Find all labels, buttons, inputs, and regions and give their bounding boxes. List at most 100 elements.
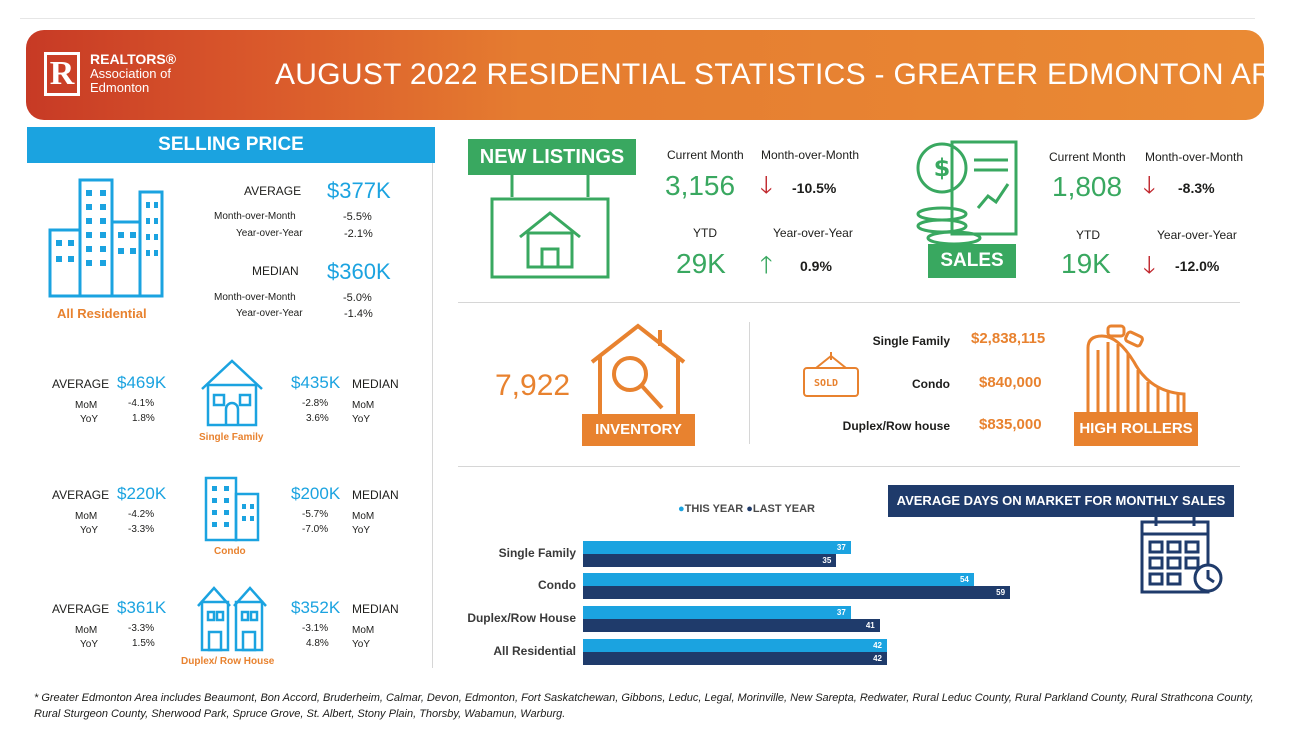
sales-yoy-value: -12.0% — [1175, 258, 1220, 274]
bar-last-year — [583, 586, 1011, 599]
nl-mom-value: -10.5% — [792, 180, 837, 196]
top-rule — [20, 18, 1255, 19]
logo-line2: Association of — [90, 66, 171, 81]
sf-yoy-label: YoY — [80, 414, 98, 425]
hr-price-duplex: $835,000 — [979, 416, 1042, 433]
condo-yoy-label: YoY — [80, 525, 98, 536]
nl-yoy-label: Year-over-Year — [773, 226, 853, 240]
buildings-icon — [48, 178, 164, 298]
condo-avg-yoy: -3.3% — [128, 524, 155, 535]
legend-this-year: THIS YEAR — [684, 503, 744, 515]
sf-med-label: MEDIAN — [352, 377, 399, 391]
bar-last-year — [583, 619, 880, 632]
bar-value-label: 59 — [996, 588, 1006, 597]
logo-line3: Edmonton — [90, 80, 150, 95]
med-mom-value: -5.0% — [343, 292, 372, 304]
average-value: $377K — [327, 178, 391, 203]
category-label: Condo — [538, 578, 576, 592]
duplex-mom-label: MoM — [75, 625, 98, 636]
logo-brand: REALTORS® — [90, 51, 177, 67]
inventory-value: 7,922 — [495, 369, 571, 402]
sales-mom-label: Month-over-Month — [1145, 150, 1244, 164]
nl-mom-label: Month-over-Month — [761, 148, 860, 162]
bar-value-label: 35 — [822, 556, 832, 565]
sales-ytd-label: YTD — [1076, 228, 1100, 242]
duplex-med-mom-label: MoM — [352, 625, 375, 636]
listing-sign-icon — [490, 175, 610, 279]
logo-text: REALTORS® Association of Edmonton — [90, 52, 176, 95]
vertical-divider — [749, 322, 750, 444]
bar-last-year — [583, 652, 888, 665]
money-document-icon: $ — [916, 140, 1018, 246]
sf-mom-label: MoM — [75, 400, 98, 411]
sf-med-mom: -2.8% — [302, 398, 329, 409]
sales-mom-value: -8.3% — [1178, 180, 1215, 196]
sf-type-label: Single Family — [199, 432, 264, 443]
inventory-label: INVENTORY — [582, 414, 695, 446]
avg-yoy-label: Year-over-Year — [236, 228, 303, 239]
sales-ytd-value: 19K — [1061, 248, 1111, 279]
condo-type-label: Condo — [214, 546, 246, 557]
sf-avg-label: AVERAGE — [52, 377, 110, 391]
med-mom-label: Month-over-Month — [214, 292, 296, 303]
sf-med-yoy: 3.6% — [306, 413, 329, 424]
avg-mom-value: -5.5% — [343, 211, 372, 223]
duplex-med-label: MEDIAN — [352, 602, 399, 616]
duplex-avg-value: $361K — [117, 598, 167, 617]
duplex-med-value: $352K — [291, 598, 341, 617]
sales-banner: SALES — [928, 244, 1016, 278]
house-search-icon — [590, 323, 686, 420]
hr-type-condo: Condo — [912, 377, 950, 391]
hr-type-duplex: Duplex/Row house — [842, 419, 950, 433]
condo-building-icon — [204, 476, 260, 542]
sf-avg-mom: -4.1% — [128, 398, 155, 409]
median-value: $360K — [327, 259, 391, 284]
condo-avg-mom: -4.2% — [128, 509, 155, 520]
category-label: Single Family — [498, 546, 576, 560]
sf-med-value: $435K — [291, 373, 341, 392]
duplex-med-mom: -3.1% — [302, 623, 329, 634]
footnote: * Greater Edmonton Area includes Beaumon… — [34, 692, 1254, 720]
sales-current-month-label: Current Month — [1049, 150, 1126, 164]
bar-value-label: 54 — [959, 575, 969, 584]
section-divider — [458, 302, 1240, 303]
nl-current-month-value: 3,156 — [665, 170, 736, 201]
condo-med-mom: -5.7% — [302, 509, 329, 520]
condo-mom-label: MoM — [75, 511, 98, 522]
legend-last-year-marker: ● — [746, 503, 753, 515]
bar-value-label: 42 — [873, 654, 882, 663]
condo-med-value: $200K — [291, 484, 341, 503]
legend-last-year: LAST YEAR — [752, 503, 815, 515]
bar-this-year — [583, 573, 974, 586]
bar-value-label: 42 — [873, 641, 882, 650]
sf-med-mom-label: MoM — [352, 400, 375, 411]
header-banner — [26, 30, 1264, 120]
condo-avg-label: AVERAGE — [52, 488, 110, 502]
section-divider — [458, 466, 1240, 467]
chart-title: AVERAGE DAYS ON MARKET FOR MONTHLY SALES — [888, 485, 1234, 517]
bar-value-label: 37 — [836, 608, 846, 617]
sales-current-month-value: 1,808 — [1052, 171, 1123, 202]
arrow-up-icon: 🡑 — [760, 252, 773, 279]
arrow-down-icon: 🡓 — [1143, 172, 1156, 199]
bar-last-year — [583, 554, 837, 567]
svg-text:$: $ — [934, 154, 951, 182]
arrow-down-icon: 🡓 — [760, 172, 773, 199]
condo-med-yoy-label: YoY — [352, 525, 370, 536]
sales-yoy-label: Year-over-Year — [1157, 228, 1237, 242]
med-yoy-value: -1.4% — [344, 308, 373, 320]
legend-this-year-marker: ● — [678, 503, 685, 515]
median-label: MEDIAN — [252, 264, 299, 278]
arrow-down-icon: 🡓 — [1143, 252, 1156, 279]
condo-avg-value: $220K — [117, 484, 167, 503]
bar-this-year — [583, 606, 851, 619]
duplex-med-yoy-label: YoY — [352, 639, 370, 650]
bar-value-label: 41 — [865, 621, 875, 630]
avg-mom-label: Month-over-Month — [214, 211, 296, 222]
chart-legend: ●THIS YEAR ●LAST YEAR — [678, 503, 815, 515]
average-label: AVERAGE — [244, 184, 302, 198]
realtors-logo-icon: R — [44, 52, 80, 96]
avg-yoy-value: -2.1% — [344, 228, 373, 240]
roller-coaster-icon — [1086, 324, 1186, 416]
sold-sign-text: SOLD — [814, 378, 839, 389]
